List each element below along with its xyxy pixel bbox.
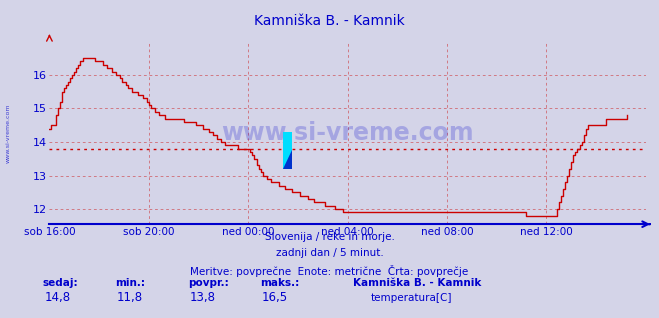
Polygon shape [283,150,292,169]
Text: Slovenija / reke in morje.: Slovenija / reke in morje. [264,232,395,241]
Text: povpr.:: povpr.: [188,278,229,288]
Text: temperatura[C]: temperatura[C] [370,293,452,302]
Text: 14,8: 14,8 [44,291,71,303]
Text: maks.:: maks.: [260,278,300,288]
Text: zadnji dan / 5 minut.: zadnji dan / 5 minut. [275,248,384,258]
Text: www.si-vreme.com: www.si-vreme.com [5,104,11,163]
Polygon shape [283,132,292,169]
Text: sedaj:: sedaj: [43,278,78,288]
Text: 13,8: 13,8 [189,291,215,303]
Text: Kamniška B. - Kamnik: Kamniška B. - Kamnik [353,278,481,288]
Text: 16,5: 16,5 [262,291,288,303]
Text: min.:: min.: [115,278,146,288]
Text: www.si-vreme.com: www.si-vreme.com [221,121,474,145]
Text: Kamniška B. - Kamnik: Kamniška B. - Kamnik [254,14,405,28]
Text: 11,8: 11,8 [117,291,143,303]
Text: Meritve: povprečne  Enote: metrične  Črta: povprečje: Meritve: povprečne Enote: metrične Črta:… [190,265,469,277]
